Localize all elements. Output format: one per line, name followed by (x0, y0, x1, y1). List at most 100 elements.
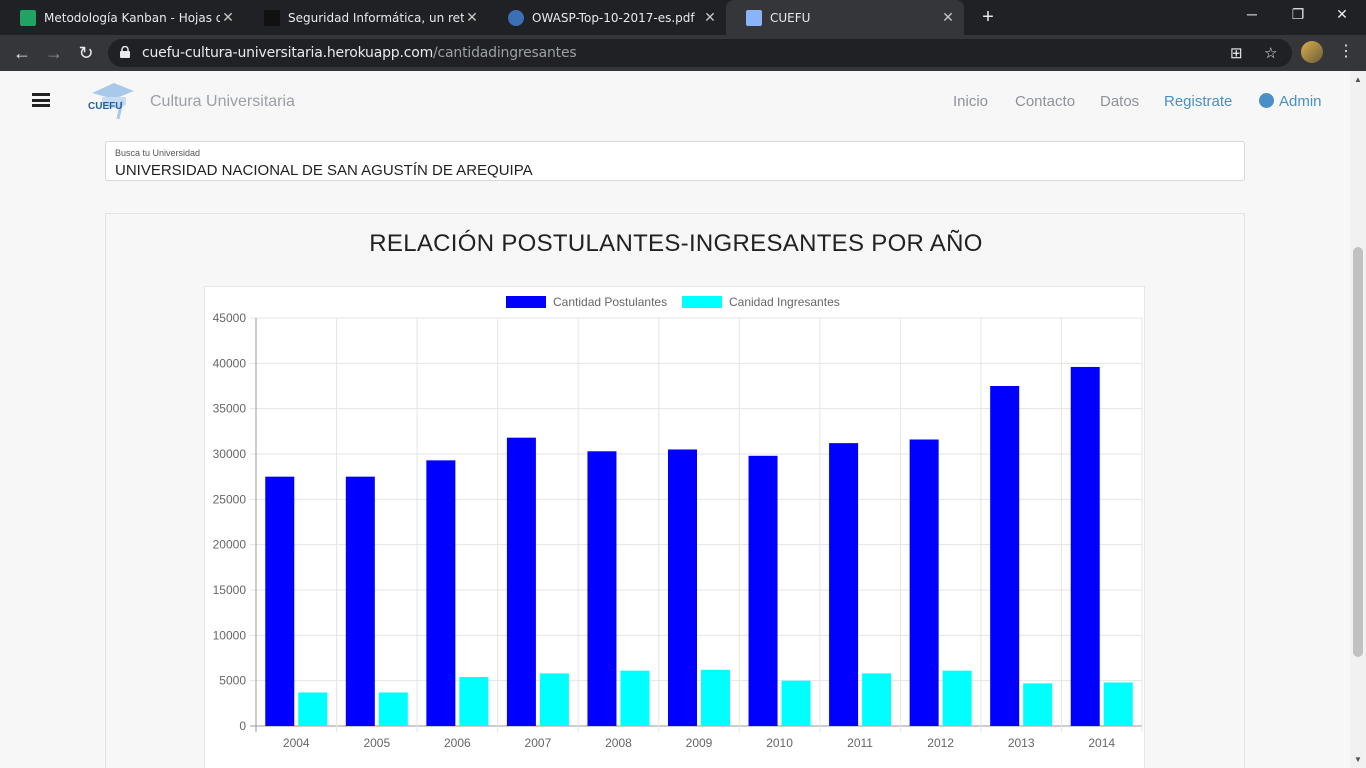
bar-ingresantes (1023, 683, 1053, 726)
bar-chart: 0 5000 10000 15000 20000 25000 30000 35000 40000… (213, 295, 1143, 750)
y-tick-label: 0 (239, 719, 246, 733)
y-tick-label: 25000 (213, 492, 247, 506)
logo-text: CUEFU (88, 101, 123, 112)
profile-avatar[interactable] (1301, 41, 1323, 63)
y-tick-label: 45000 (213, 311, 247, 325)
forward-arrow-icon[interactable]: → (45, 43, 63, 63)
page-scrollbar[interactable]: ▲ ▼ (1350, 71, 1366, 768)
page-content: CUEFU Cultura Universitaria Inicio Conta… (0, 71, 1350, 768)
bar-ingresantes (459, 677, 489, 726)
menu-kebab-icon[interactable]: ⋮ (1338, 43, 1354, 60)
back-arrow-icon[interactable]: ← (13, 43, 31, 63)
sheets-icon (20, 9, 36, 26)
close-icon[interactable]: ✕ (942, 9, 954, 26)
close-icon[interactable]: ✕ (222, 9, 234, 26)
bar-postulantes (1070, 366, 1100, 726)
x-tick-label: 2005 (363, 736, 390, 750)
y-tick-label: 20000 (213, 538, 247, 552)
scroll-thumb[interactable] (1353, 247, 1363, 657)
restore-icon[interactable]: ❐ (1291, 6, 1305, 22)
close-window-icon[interactable]: ✕ (1336, 6, 1348, 22)
scroll-down-icon[interactable]: ▼ (1354, 755, 1362, 764)
bar-ingresantes (1103, 682, 1133, 726)
nav-inicio[interactable]: Inicio (953, 93, 989, 110)
chart-card: RELACIÓN POSTULANTES-INGRESANTES POR AÑO… (105, 213, 1245, 768)
bar-ingresantes (781, 680, 811, 726)
x-tick-label: 2013 (1008, 736, 1035, 750)
reload-icon[interactable]: ↻ (78, 43, 94, 63)
bar-ingresantes (701, 669, 730, 726)
browser-tab-bar: Metodología Kanban - Hojas de c ✕ Seguri… (0, 0, 1366, 35)
legend-swatch (506, 296, 546, 308)
browser-tab-kanban[interactable]: Metodología Kanban - Hojas de c ✕ (0, 0, 244, 35)
y-tick-label: 35000 (213, 402, 247, 416)
translate-icon[interactable]: ⊞ (1230, 45, 1243, 62)
search-value[interactable]: UNIVERSIDAD NACIONAL DE SAN AGUSTÍN DE A… (115, 162, 533, 179)
url-text: cuefu-cultura-universitaria.herokuapp.co… (142, 45, 577, 61)
user-circle-icon (1259, 93, 1274, 108)
browser-tab-seguridad[interactable]: Seguridad Informática, un reto pa ✕ (244, 0, 488, 35)
new-tab-button[interactable]: + (982, 6, 994, 28)
close-icon[interactable]: ✕ (466, 9, 478, 26)
y-tick-label: 30000 (213, 447, 247, 461)
bar-postulantes (426, 460, 456, 726)
site-brand[interactable]: Cultura Universitaria (150, 93, 295, 110)
y-tick-label: 10000 (213, 628, 247, 642)
chart-container: 0 5000 10000 15000 20000 25000 30000 35000 40000… (204, 286, 1145, 768)
bar-postulantes (990, 386, 1020, 726)
bar-postulantes (829, 443, 859, 726)
browser-toolbar: ← → ↻ cuefu-cultura-universitaria.heroku… (0, 35, 1366, 71)
tab-title: Seguridad Informática, un reto pa (288, 10, 464, 25)
bar-postulantes (748, 455, 778, 726)
y-tick-label: 15000 (213, 583, 247, 597)
tab-title: OWASP-Top-10-2017-es.pdf (532, 10, 695, 25)
cuefu-logo[interactable]: CUEFU (88, 79, 136, 121)
bar-postulantes (345, 476, 375, 726)
nav-datos[interactable]: Datos (1100, 93, 1140, 110)
bar-ingresantes (620, 670, 650, 726)
browser-tab-owasp[interactable]: OWASP-Top-10-2017-es.pdf ✕ (488, 0, 726, 35)
tab-title: Metodología Kanban - Hojas de c (44, 10, 220, 25)
graduation-cap-icon (746, 9, 762, 26)
scroll-up-icon[interactable]: ▲ (1354, 75, 1362, 84)
nav-contacto[interactable]: Contacto (1015, 93, 1076, 110)
x-tick-label: 2010 (766, 736, 793, 750)
y-tick-label: 5000 (219, 674, 246, 688)
bar-postulantes (909, 439, 939, 726)
site-icon (264, 9, 280, 26)
bar-ingresantes (298, 692, 328, 726)
nav-admin[interactable]: Admin (1259, 93, 1322, 110)
x-tick-label: 2009 (686, 736, 713, 750)
y-tick-label: 40000 (213, 356, 247, 370)
pdf-icon (508, 9, 524, 26)
legend-label: Cantidad Postulantes (553, 295, 667, 309)
x-tick-label: 2004 (283, 736, 310, 750)
bar-postulantes (668, 449, 697, 726)
x-tick-label: 2012 (927, 736, 954, 750)
bar-ingresantes (539, 673, 569, 726)
bar-postulantes (506, 437, 536, 726)
star-icon[interactable]: ☆ (1264, 45, 1278, 62)
x-tick-label: 2011 (847, 736, 873, 750)
hamburger-menu-icon[interactable] (32, 93, 50, 107)
bar-postulantes (265, 476, 295, 726)
x-tick-label: 2008 (605, 736, 632, 750)
chart-title: RELACIÓN POSTULANTES-INGRESANTES POR AÑO (369, 230, 983, 257)
nav-registrate[interactable]: Registrate (1164, 93, 1233, 110)
university-search-field[interactable]: Busca tu Universidad UNIVERSIDAD NACIONA… (105, 141, 1245, 181)
tab-title: CUEFU (770, 10, 811, 25)
close-icon[interactable]: ✕ (704, 9, 716, 26)
address-bar[interactable]: cuefu-cultura-universitaria.herokuapp.co… (108, 39, 1292, 67)
x-tick-label: 2014 (1088, 736, 1115, 750)
x-tick-label: 2006 (444, 736, 471, 750)
bar-postulantes (587, 451, 617, 726)
legend-swatch (682, 296, 722, 308)
search-label: Busca tu Universidad (115, 148, 201, 158)
bar-ingresantes (378, 692, 408, 726)
graduation-cap-icon (92, 83, 134, 120)
x-tick-label: 2007 (525, 736, 552, 750)
lock-icon (120, 46, 130, 58)
legend-label: Canidad Ingresantes (729, 295, 840, 309)
browser-tab-cuefu[interactable]: CUEFU ✕ (726, 0, 964, 35)
minimize-icon[interactable]: ─ (1247, 6, 1257, 22)
